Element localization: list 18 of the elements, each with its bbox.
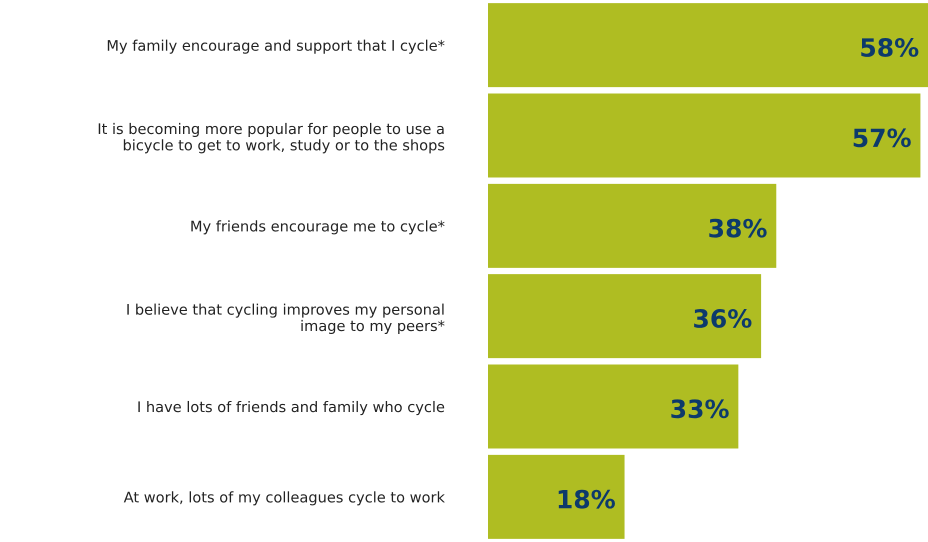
- data-label: 33%: [671, 399, 729, 418]
- bar: [488, 3, 928, 88]
- y-tick-label: At work, lots of my colleagues cycle to work: [124, 491, 445, 506]
- y-tick-label: My family encourage and support that I cycle*: [108, 40, 445, 54]
- data-label: 18%: [558, 490, 615, 509]
- data-label: 36%: [694, 309, 752, 328]
- y-tick-label: It is becoming more popular for people to use a bicycle to get to work, study or to the shops: [98, 122, 444, 154]
- bar: [488, 184, 776, 268]
- y-tick-label: I have lots of friends and family who cycle: [138, 400, 444, 416]
- data-label: 38%: [709, 218, 767, 238]
- y-tick-label: I believe that cycling improves my personal image to my peers*: [127, 304, 445, 334]
- y-tick-label: My friends encourage me to cycle*: [191, 220, 445, 234]
- bar: [488, 364, 738, 449]
- bar: [488, 454, 625, 539]
- bar: [488, 93, 920, 178]
- data-label: 57%: [854, 128, 911, 148]
- data-label: 58%: [861, 38, 918, 57]
- bar: [488, 274, 762, 358]
